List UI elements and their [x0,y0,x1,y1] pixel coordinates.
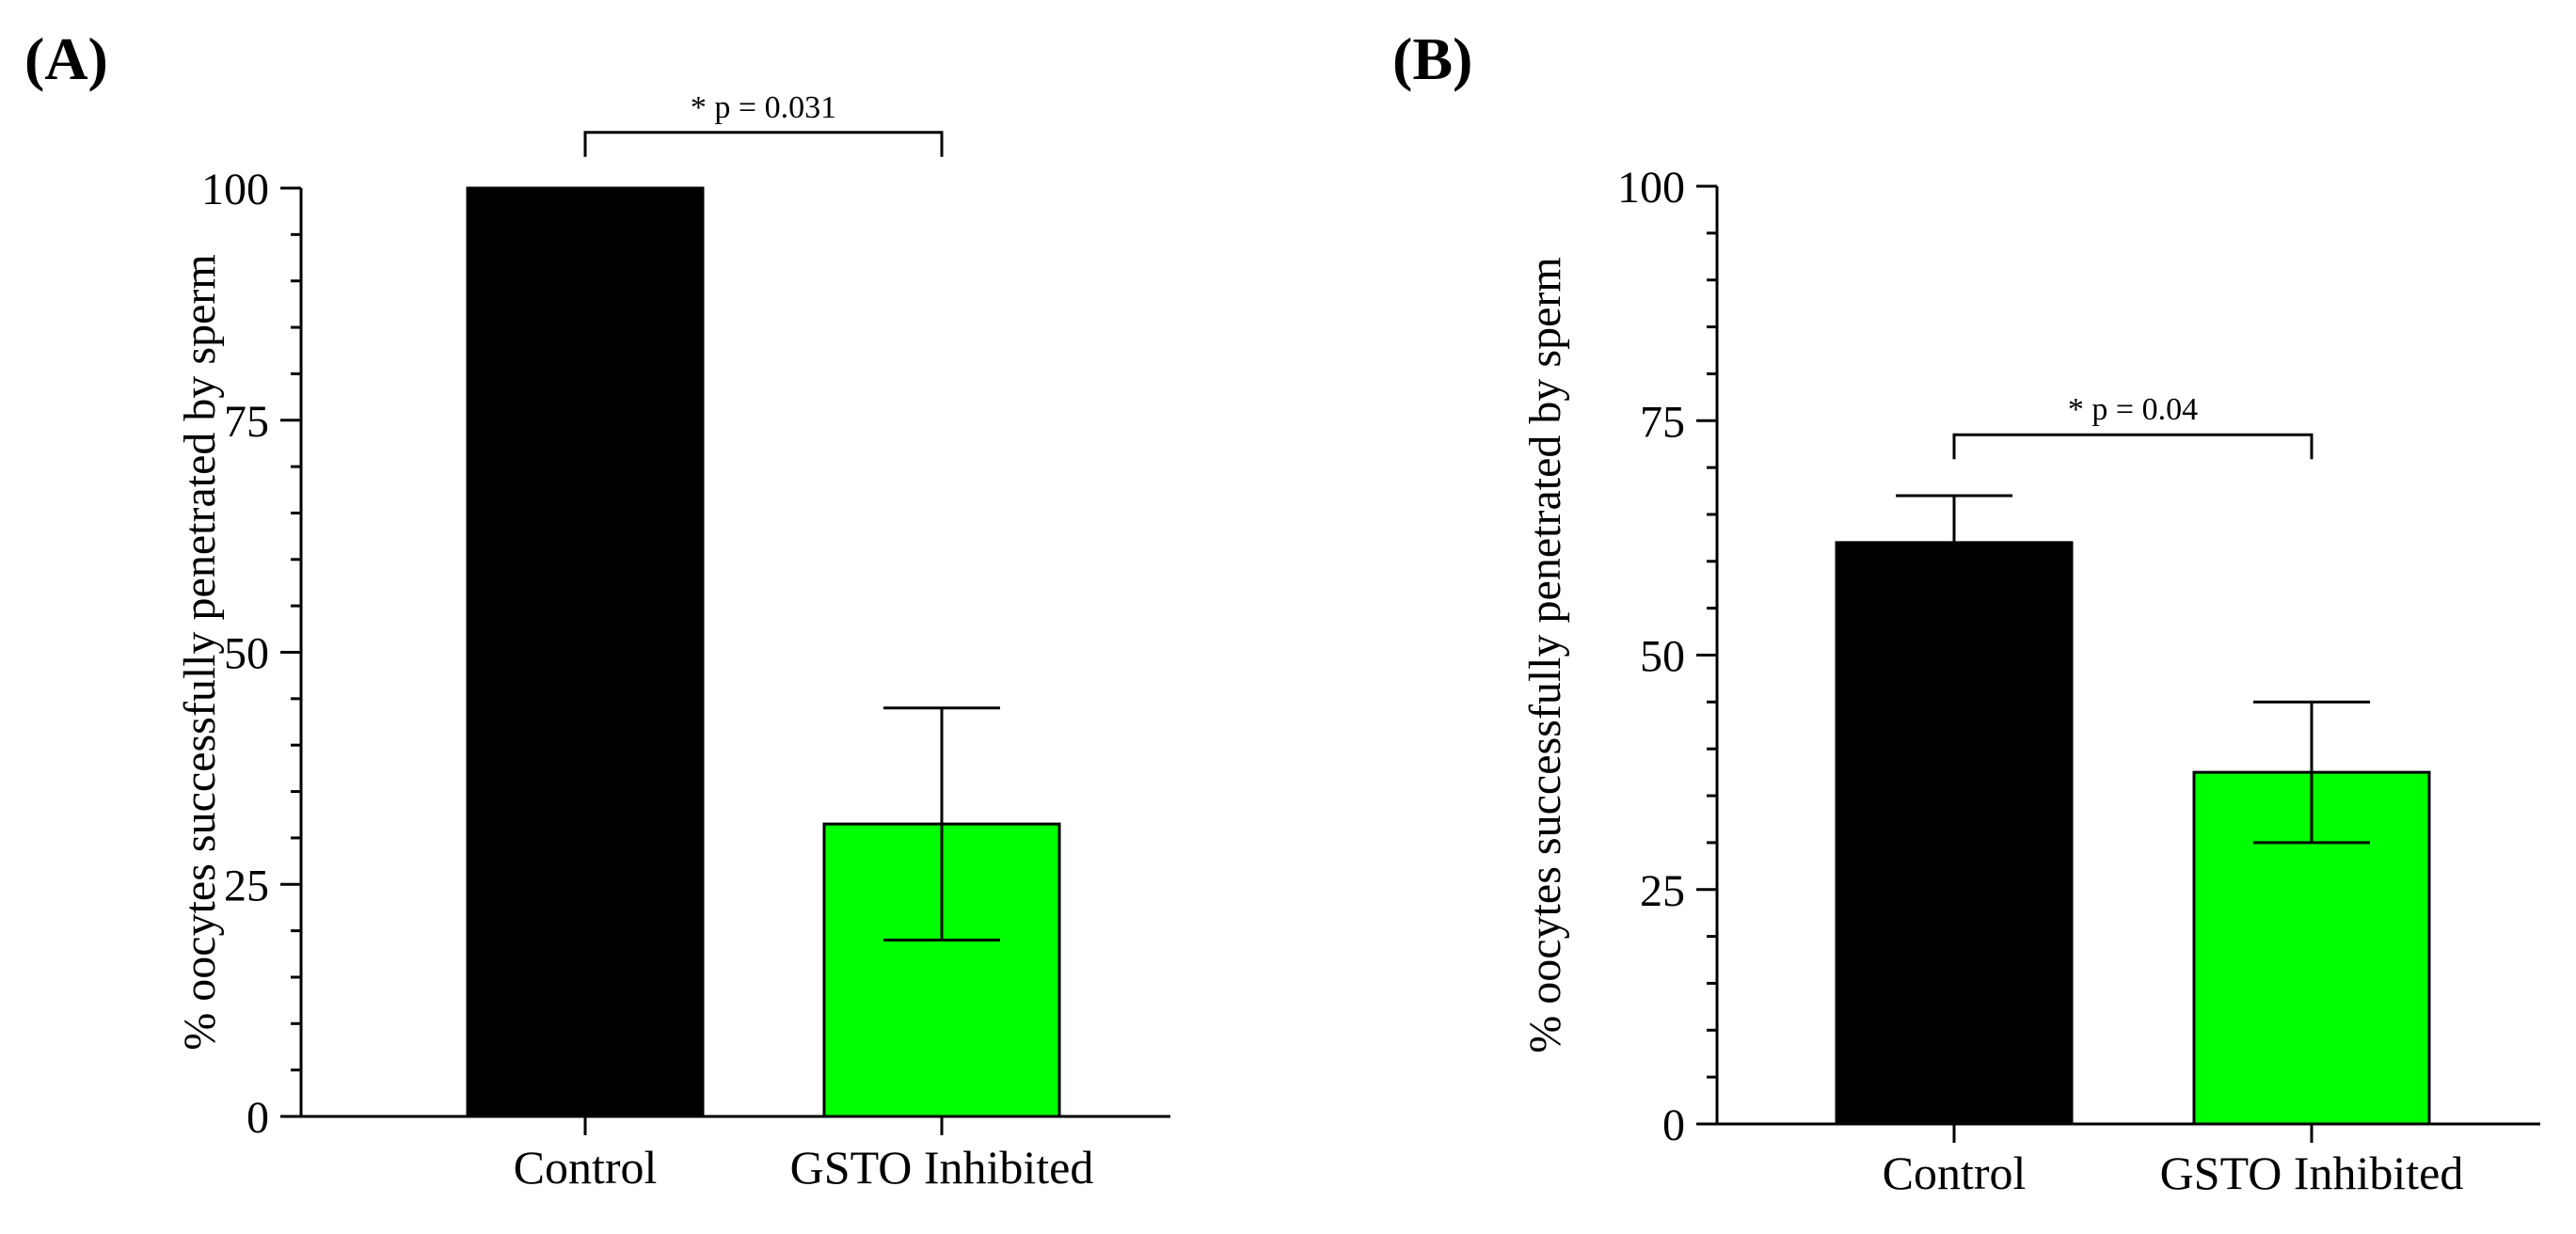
y-tick-label: 50 [1640,632,1685,682]
x-tick-label: GSTO Inhibited [790,1141,1094,1194]
panel-b: (B) 0 25 50 75 100 % oocytes successfully pene… [1392,25,2540,1199]
y-tick-label: 25 [224,861,269,910]
x-tick-label: Control [514,1141,658,1194]
y-tick-label: 0 [246,1093,269,1143]
x-tick-label: GSTO Inhibited [2160,1147,2464,1199]
y-tick-label: 75 [1640,397,1685,447]
y-tick-label: 25 [1640,866,1685,916]
panel-label: (A) [24,25,108,92]
significance-bracket [1952,433,2314,460]
significance-label: * p = 0.031 [691,90,836,125]
y-tick-label: 0 [1662,1100,1685,1150]
significance-label: * p = 0.04 [2068,392,2198,427]
y-axis-title: % oocytes successfully penetrated by spe… [1520,257,1570,1052]
significance-bracket [583,131,944,157]
x-tick-label: Control [1883,1147,2027,1199]
y-tick-label: 100 [1617,163,1685,213]
y-tick-label: 100 [201,165,269,214]
panel-a: (A) 0 25 50 75 100 % oocytes successfully pene… [24,25,1170,1194]
y-tick-label: 50 [224,629,269,679]
y-tick-label: 75 [224,397,269,447]
panel-label: (B) [1392,25,1472,92]
bar-control [1835,541,2074,1126]
bar-control [466,186,705,1118]
y-axis-title: % oocytes successfully penetrated by spe… [175,254,225,1050]
